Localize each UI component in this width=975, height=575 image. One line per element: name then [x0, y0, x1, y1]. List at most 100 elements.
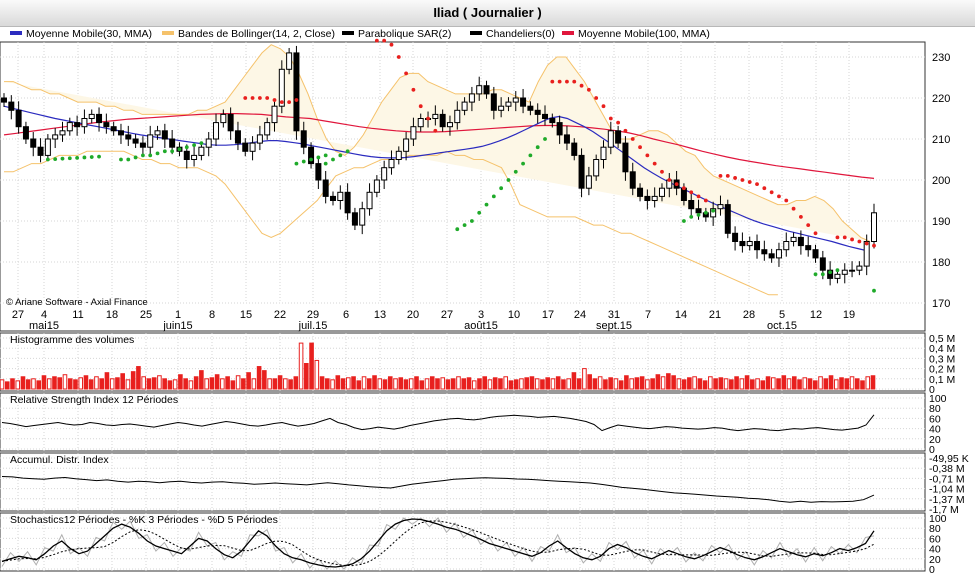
volume-bar	[744, 375, 750, 390]
candle-body	[710, 208, 717, 218]
volume-bar	[776, 378, 781, 390]
panel-frame-2	[0, 392, 926, 452]
volume-bar	[860, 380, 865, 390]
volume-bar	[540, 379, 545, 390]
sar-dot	[119, 157, 123, 162]
sar-dot	[45, 157, 50, 162]
rsi-tick-label: 100	[929, 393, 947, 405]
candle-body	[308, 146, 315, 165]
volume-bar	[818, 376, 823, 390]
sar-dot	[813, 231, 818, 236]
stoch-tick-label: 100	[929, 513, 947, 525]
candle-body	[198, 146, 205, 156]
volume-bar	[708, 376, 713, 390]
volume-bar	[109, 378, 115, 390]
sar-dot	[455, 227, 460, 232]
candle-body	[637, 187, 644, 197]
volume-bar	[78, 377, 84, 390]
candle-body	[615, 130, 622, 144]
volume-bar	[356, 380, 362, 390]
legend-swatch-2	[342, 31, 354, 35]
sar-dot	[784, 198, 789, 203]
volume-bar	[823, 378, 829, 390]
sar-dot	[616, 120, 621, 125]
volume-bar	[576, 378, 582, 390]
sar-dot	[689, 190, 694, 195]
volume-bar	[849, 376, 855, 390]
sar-dot	[638, 145, 642, 150]
x-tick-label: 22	[274, 309, 286, 321]
sar-dot	[682, 219, 686, 223]
x-tick-label: 15	[240, 309, 252, 321]
candle-body	[498, 105, 505, 111]
sar-dot	[689, 215, 694, 219]
candle-body	[432, 113, 439, 120]
volume-bar	[482, 376, 488, 390]
candle-body	[8, 101, 15, 111]
price-tick-label: 220	[932, 93, 950, 105]
volume-bar	[844, 378, 850, 390]
candle-body	[439, 113, 446, 128]
candle-body	[476, 85, 483, 95]
candle-body	[849, 269, 856, 272]
volume-bar	[555, 376, 561, 390]
volume-bar	[519, 378, 524, 390]
candle-body	[871, 212, 877, 243]
candle-body	[819, 257, 826, 271]
sar-dot	[477, 210, 482, 215]
sar-dot	[265, 96, 270, 100]
candle-body	[483, 85, 490, 95]
candle-body	[490, 93, 497, 111]
sar-dot	[755, 182, 759, 187]
volume-bar	[403, 379, 409, 390]
candle-body	[783, 241, 790, 251]
sar-dot	[696, 212, 701, 217]
volume-bar	[613, 378, 619, 390]
rsi-tick-label: 20	[929, 434, 941, 446]
volume-bar	[456, 376, 461, 390]
sar-dot	[740, 178, 745, 182]
stoch-tick-label: 80	[929, 523, 941, 535]
candle-body	[775, 249, 782, 259]
candle-body	[234, 130, 241, 144]
candle-body	[300, 130, 307, 148]
stoch-k-line	[1, 518, 875, 568]
stoch-tick-label: 60	[929, 533, 941, 545]
candle-body	[359, 208, 366, 226]
sar-dot	[630, 137, 635, 141]
legend-swatch-1	[162, 31, 174, 35]
volume-bar	[508, 380, 514, 390]
volume-bar	[723, 378, 729, 390]
candle-body	[571, 142, 578, 156]
candle-body	[841, 269, 848, 275]
volume-bar	[786, 378, 792, 390]
volume-bar	[241, 378, 246, 390]
candle-body	[293, 52, 300, 132]
x-tick-label: 4	[41, 309, 47, 321]
candle-body	[527, 105, 534, 111]
volume-bar	[162, 378, 167, 390]
legend-swatch-3	[470, 31, 482, 35]
candle-body	[388, 159, 395, 169]
ad-tick-label: -1,04 M	[929, 484, 965, 496]
candle-body	[44, 138, 51, 156]
volume-bar	[94, 376, 99, 390]
volume-bar	[781, 375, 787, 390]
volume-bar	[246, 372, 251, 390]
x-tick-label: 27	[12, 309, 24, 321]
volume-bar	[671, 375, 676, 390]
candle-body	[863, 241, 870, 267]
volume-tick-label: 0	[929, 384, 935, 396]
volume-bar	[267, 378, 272, 390]
sar-dot	[499, 186, 504, 191]
sar-dot	[411, 87, 416, 92]
stoch-tick-label: 20	[929, 554, 941, 566]
volume-bar	[146, 378, 152, 390]
x-tick-label: 29	[307, 309, 319, 321]
candle-body	[549, 118, 556, 124]
volume-bar	[178, 374, 183, 390]
x-tick-label: 17	[542, 309, 554, 321]
volume-bar	[429, 376, 435, 390]
sar-dot	[53, 157, 58, 161]
sar-dot	[872, 243, 876, 248]
